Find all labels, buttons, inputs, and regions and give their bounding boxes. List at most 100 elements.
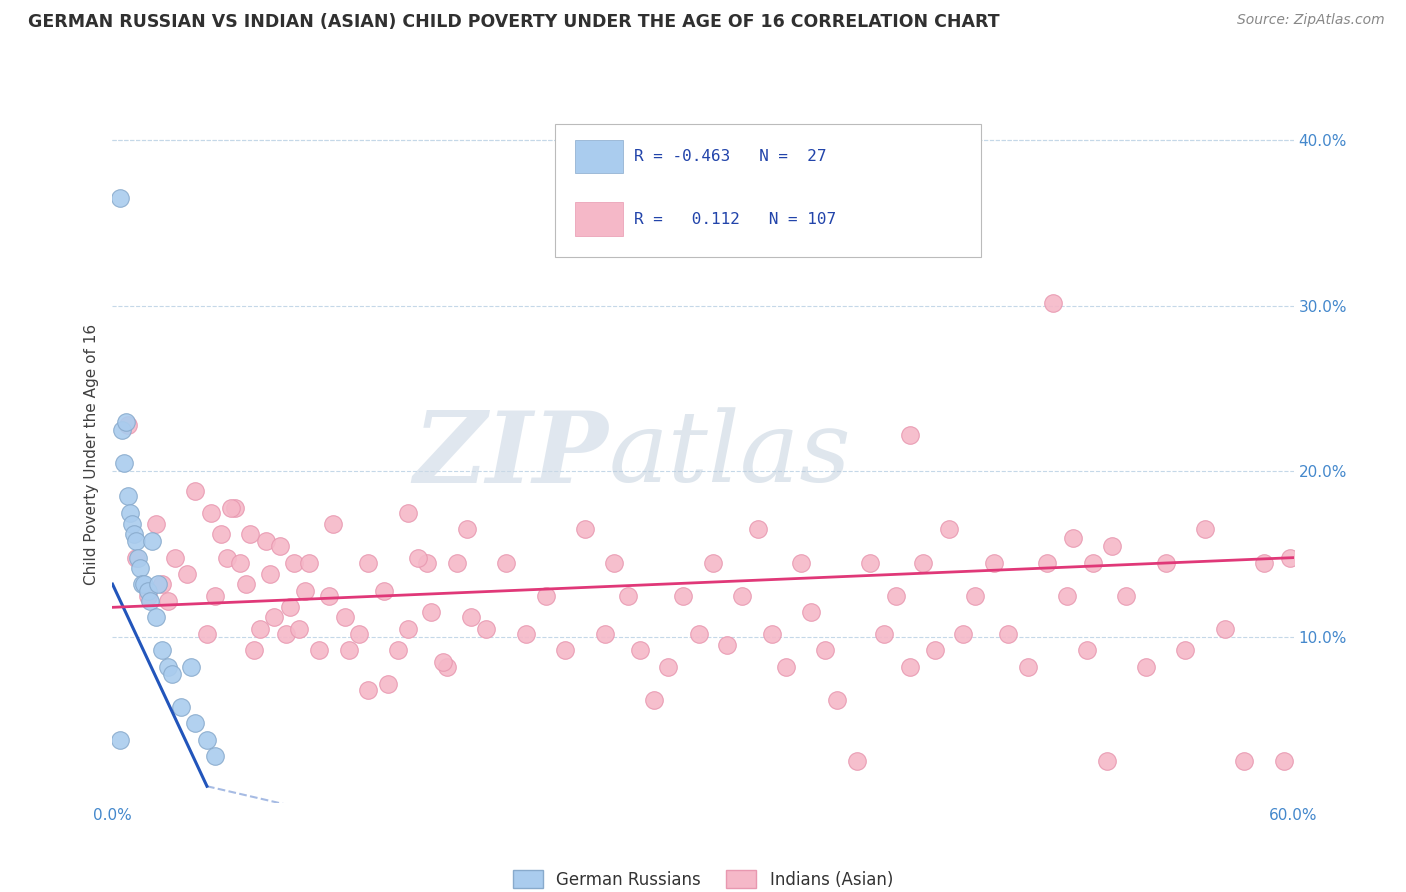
Point xyxy=(110,732,132,747)
Point xyxy=(298,556,321,570)
Point xyxy=(195,732,218,747)
Point xyxy=(357,556,380,570)
Text: atlas: atlas xyxy=(609,408,851,502)
Point xyxy=(136,589,159,603)
Point xyxy=(373,583,395,598)
Text: ZIP: ZIP xyxy=(413,407,609,503)
Point xyxy=(120,506,142,520)
Point xyxy=(122,527,145,541)
Point xyxy=(156,593,179,607)
Point xyxy=(204,749,226,764)
Point xyxy=(1233,755,1256,769)
Point xyxy=(1056,589,1078,603)
Point xyxy=(146,577,169,591)
Point xyxy=(387,643,409,657)
Point xyxy=(845,755,868,769)
Point xyxy=(129,560,152,574)
Point xyxy=(814,643,837,657)
Point xyxy=(475,622,498,636)
Text: R =   0.112   N = 107: R = 0.112 N = 107 xyxy=(634,211,837,227)
Point xyxy=(180,660,202,674)
Point xyxy=(337,643,360,657)
Point xyxy=(800,605,823,619)
Point xyxy=(160,666,183,681)
Point xyxy=(132,577,155,591)
Point xyxy=(239,527,262,541)
Point xyxy=(420,605,443,619)
Point xyxy=(790,556,813,570)
Point xyxy=(1135,660,1157,674)
Point xyxy=(115,415,138,429)
Point xyxy=(263,610,285,624)
Point xyxy=(456,523,478,537)
Point xyxy=(1253,556,1275,570)
Point xyxy=(131,577,153,591)
Point xyxy=(117,489,139,503)
Legend: German Russians, Indians (Asian): German Russians, Indians (Asian) xyxy=(506,863,900,892)
Point xyxy=(747,523,769,537)
Text: R = -0.463   N =  27: R = -0.463 N = 27 xyxy=(634,149,827,164)
Point xyxy=(318,589,340,603)
Point xyxy=(574,523,596,537)
Point xyxy=(952,627,974,641)
Point xyxy=(716,639,738,653)
Point xyxy=(396,622,419,636)
Point xyxy=(1154,556,1177,570)
Point xyxy=(139,593,162,607)
Point xyxy=(912,556,935,570)
FancyBboxPatch shape xyxy=(575,202,623,235)
Point xyxy=(209,527,232,541)
Point xyxy=(643,693,665,707)
Point xyxy=(460,610,482,624)
Point xyxy=(938,523,960,537)
Point xyxy=(898,660,921,674)
Text: Source: ZipAtlas.com: Source: ZipAtlas.com xyxy=(1237,13,1385,28)
Point xyxy=(259,567,281,582)
Point xyxy=(534,589,557,603)
Point xyxy=(184,484,207,499)
Point xyxy=(229,556,252,570)
Point xyxy=(377,676,399,690)
Point xyxy=(688,627,710,641)
Point xyxy=(145,517,167,532)
Point xyxy=(672,589,695,603)
Point xyxy=(1095,755,1118,769)
Point xyxy=(110,191,132,205)
Point xyxy=(243,643,266,657)
Point xyxy=(873,627,896,641)
Point xyxy=(200,506,222,520)
Point xyxy=(1042,295,1064,310)
Point xyxy=(127,550,149,565)
Text: GERMAN RUSSIAN VS INDIAN (ASIAN) CHILD POVERTY UNDER THE AGE OF 16 CORRELATION C: GERMAN RUSSIAN VS INDIAN (ASIAN) CHILD P… xyxy=(28,13,1000,31)
Point xyxy=(322,517,344,532)
Point xyxy=(176,567,198,582)
Point xyxy=(997,627,1019,641)
Point xyxy=(254,534,277,549)
Point xyxy=(593,627,616,641)
Point xyxy=(432,655,454,669)
Point xyxy=(1017,660,1039,674)
Point xyxy=(446,556,468,570)
Point xyxy=(294,583,316,598)
Point xyxy=(308,643,330,657)
Point xyxy=(657,660,679,674)
Point xyxy=(436,660,458,674)
Point xyxy=(204,589,226,603)
Point xyxy=(150,577,173,591)
Point xyxy=(775,660,797,674)
Point xyxy=(554,643,576,657)
Point xyxy=(617,589,640,603)
Point xyxy=(357,683,380,698)
Point xyxy=(141,534,163,549)
Point xyxy=(495,556,517,570)
Point xyxy=(347,627,370,641)
Point xyxy=(288,622,311,636)
Point xyxy=(215,550,238,565)
Point xyxy=(274,627,297,641)
Point xyxy=(1076,643,1098,657)
Point xyxy=(283,556,305,570)
Point xyxy=(1081,556,1104,570)
Point xyxy=(731,589,754,603)
Point xyxy=(884,589,907,603)
Point xyxy=(112,456,135,470)
